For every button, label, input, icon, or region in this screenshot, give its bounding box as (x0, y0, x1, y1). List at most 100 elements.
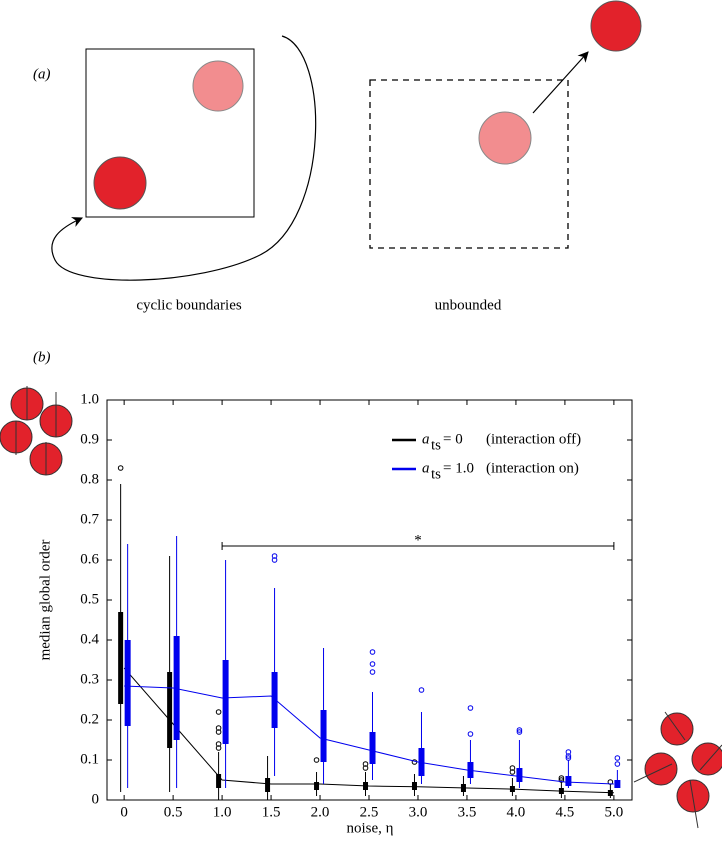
x-tick-label: 4.5 (556, 804, 575, 820)
outlier (215, 729, 222, 735)
y-tick-label: 0.1 (80, 751, 99, 767)
box (607, 790, 613, 796)
outlier (215, 725, 222, 731)
box (314, 782, 320, 790)
outlier (558, 777, 565, 783)
particle (93, 156, 147, 210)
significance-label: * (414, 532, 422, 548)
outlier (467, 705, 474, 711)
y-tick-label: 0.9 (80, 431, 99, 447)
x-tick-label: 0.5 (164, 804, 183, 820)
escape-arrow (532, 51, 589, 114)
outlier (117, 465, 124, 471)
median-line (124, 685, 614, 785)
legend-subscript: ts (431, 466, 441, 482)
box (565, 776, 572, 786)
y-tick-label: 0.5 (80, 591, 99, 607)
x-tick-label: 2.0 (311, 804, 330, 820)
outlier (369, 669, 376, 675)
outlier (558, 775, 565, 781)
outlier (565, 755, 572, 761)
box (167, 672, 173, 748)
outlier (614, 761, 621, 767)
median-line (123, 667, 614, 794)
particle (590, 0, 642, 52)
box (124, 640, 131, 726)
outlier (509, 765, 516, 771)
outlier (215, 745, 222, 751)
legend-equals: = 1.0 (443, 460, 474, 476)
disordered-group-icon (633, 711, 722, 829)
box (411, 782, 417, 790)
x-tick-label: 3.5 (458, 804, 477, 820)
legend-label: (interaction off) (486, 431, 581, 447)
panel-label: (a) (33, 66, 51, 82)
outlier (516, 729, 523, 735)
panel-label: (b) (33, 349, 51, 365)
y-tick-label: 0.3 (80, 671, 99, 687)
box (460, 784, 466, 792)
x-tick-label: 1.5 (262, 804, 281, 820)
outlier (369, 661, 376, 667)
outlier (565, 749, 572, 755)
box (173, 636, 180, 740)
box (614, 780, 621, 788)
particle (192, 60, 244, 112)
outlier (215, 741, 222, 747)
box (363, 782, 369, 790)
x-axis-label: noise, η (346, 820, 393, 836)
outlier (509, 769, 516, 775)
box (271, 672, 278, 728)
particle (478, 111, 532, 165)
box (265, 778, 271, 792)
outlier (516, 727, 523, 733)
y-tick-label: 0.7 (80, 511, 99, 527)
y-tick-label: 0.8 (80, 471, 99, 487)
outlier (369, 649, 376, 655)
x-tick-label: 4.0 (507, 804, 526, 820)
box (320, 710, 327, 762)
wrap-arrow (51, 35, 317, 281)
box (418, 748, 425, 776)
box (467, 762, 474, 778)
outlier (271, 557, 278, 563)
outlier (313, 757, 320, 763)
outlier (614, 755, 621, 761)
legend-symbol: a (422, 460, 430, 476)
legend-label: (interaction on) (486, 460, 579, 476)
caption: cyclic boundaries (136, 297, 242, 313)
box-boundary (369, 79, 569, 249)
x-tick-label: 0 (120, 804, 128, 820)
ordered-group-icon (0, 386, 73, 476)
box (118, 612, 124, 704)
legend-equals: = 0 (443, 431, 463, 447)
outlier (418, 687, 425, 693)
box (369, 732, 376, 764)
outlier (215, 709, 222, 715)
outlier (362, 765, 369, 771)
x-tick-label: 1.0 (213, 804, 232, 820)
box (216, 774, 222, 788)
y-tick-label: 0 (92, 791, 100, 807)
outlier (565, 753, 572, 759)
y-tick-label: 0.6 (80, 551, 99, 567)
box-boundary (85, 48, 255, 218)
x-tick-label: 5.0 (605, 804, 624, 820)
legend-symbol: a (422, 431, 430, 447)
box (558, 788, 564, 794)
x-tick-label: 3.0 (409, 804, 428, 820)
outlier (467, 731, 474, 737)
y-tick-label: 1.0 (80, 391, 99, 407)
x-tick-label: 2.5 (360, 804, 379, 820)
y-axis-label: median global order (37, 540, 53, 661)
box (222, 660, 229, 744)
caption: unbounded (435, 297, 502, 313)
box (509, 786, 515, 792)
box (516, 768, 523, 782)
outlier (362, 761, 369, 767)
outlier (271, 553, 278, 559)
y-tick-label: 0.2 (80, 711, 99, 727)
y-tick-label: 0.4 (80, 631, 99, 647)
legend-subscript: ts (431, 437, 441, 453)
